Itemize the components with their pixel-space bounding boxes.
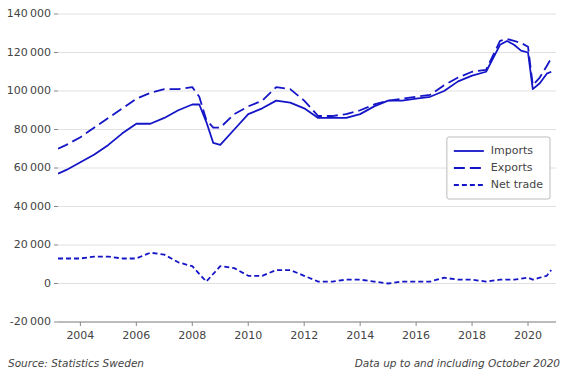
- y-tick: [54, 245, 58, 246]
- y-tick-label: 140 000: [7, 7, 51, 20]
- x-tick: [136, 322, 137, 326]
- grid-line: [58, 245, 556, 246]
- x-tick-label: 2018: [458, 329, 486, 342]
- grid-line: [58, 91, 556, 92]
- x-axis-line: [58, 322, 556, 323]
- y-tick: [54, 322, 58, 323]
- chart: -20 000 0 20 000 40 000 60 000 80 000 100 000 1…: [0, 0, 568, 374]
- annotation: Source: Statistics Sweden: [8, 357, 144, 369]
- grid: [58, 14, 556, 322]
- y-tick-label: 100 000: [7, 84, 51, 97]
- grid-line: [58, 129, 556, 130]
- x-tick-label: 2012: [290, 329, 318, 342]
- y-tick: [54, 129, 58, 130]
- grid-line: [58, 322, 556, 323]
- series-line: [58, 39, 551, 149]
- x-tick: [248, 322, 249, 326]
- legend-label: Imports: [491, 144, 534, 157]
- x-tick: [360, 322, 361, 326]
- legend-swatch: [454, 167, 484, 169]
- x-tick-label: 2014: [346, 329, 374, 342]
- x-tick: [416, 322, 417, 326]
- x-tick-label: 2020: [514, 329, 542, 342]
- annotation: Data up to and including October 2020: [355, 357, 561, 369]
- lines: [58, 39, 551, 283]
- series-line: [58, 253, 551, 284]
- x-tick-label: 2008: [178, 329, 206, 342]
- x-tick-label: 2010: [234, 329, 262, 342]
- y-tick-label: 0: [44, 277, 51, 290]
- x-tick: [472, 322, 473, 326]
- y-tick: [54, 283, 58, 284]
- x-tick: [304, 322, 305, 326]
- grid-line: [58, 52, 556, 53]
- legend-swatch: [454, 150, 484, 152]
- legend-box: [447, 137, 550, 199]
- legend: Imports Exports Net trade: [447, 137, 550, 199]
- x-tick: [192, 322, 193, 326]
- y-tick: [54, 91, 58, 92]
- y-tick-label: 40 000: [14, 200, 51, 213]
- y-tick-label: 120 000: [7, 46, 51, 59]
- x-tick: [80, 322, 81, 326]
- y-tick-label: 60 000: [14, 161, 51, 174]
- legend-label: Net trade: [491, 178, 543, 191]
- y-tick: [54, 14, 58, 15]
- y-tick: [54, 168, 58, 169]
- y-tick-label: 20 000: [14, 238, 51, 251]
- grid-line: [58, 283, 556, 284]
- x-tick-label: 2004: [66, 329, 94, 342]
- axes: -20 000 0 20 000 40 000 60 000 80 000 100 000 1…: [7, 7, 556, 342]
- grid-line: [58, 206, 556, 207]
- legend-swatch: [454, 184, 484, 186]
- x-tick-label: 2006: [122, 329, 150, 342]
- y-tick-label: 80 000: [14, 123, 51, 136]
- grid-line: [58, 14, 556, 15]
- x-tick-label: 2016: [402, 329, 430, 342]
- y-tick: [54, 52, 58, 53]
- y-tick-label: -20 000: [10, 315, 51, 328]
- y-tick: [54, 206, 58, 207]
- x-tick: [528, 322, 529, 326]
- legend-label: Exports: [491, 161, 533, 174]
